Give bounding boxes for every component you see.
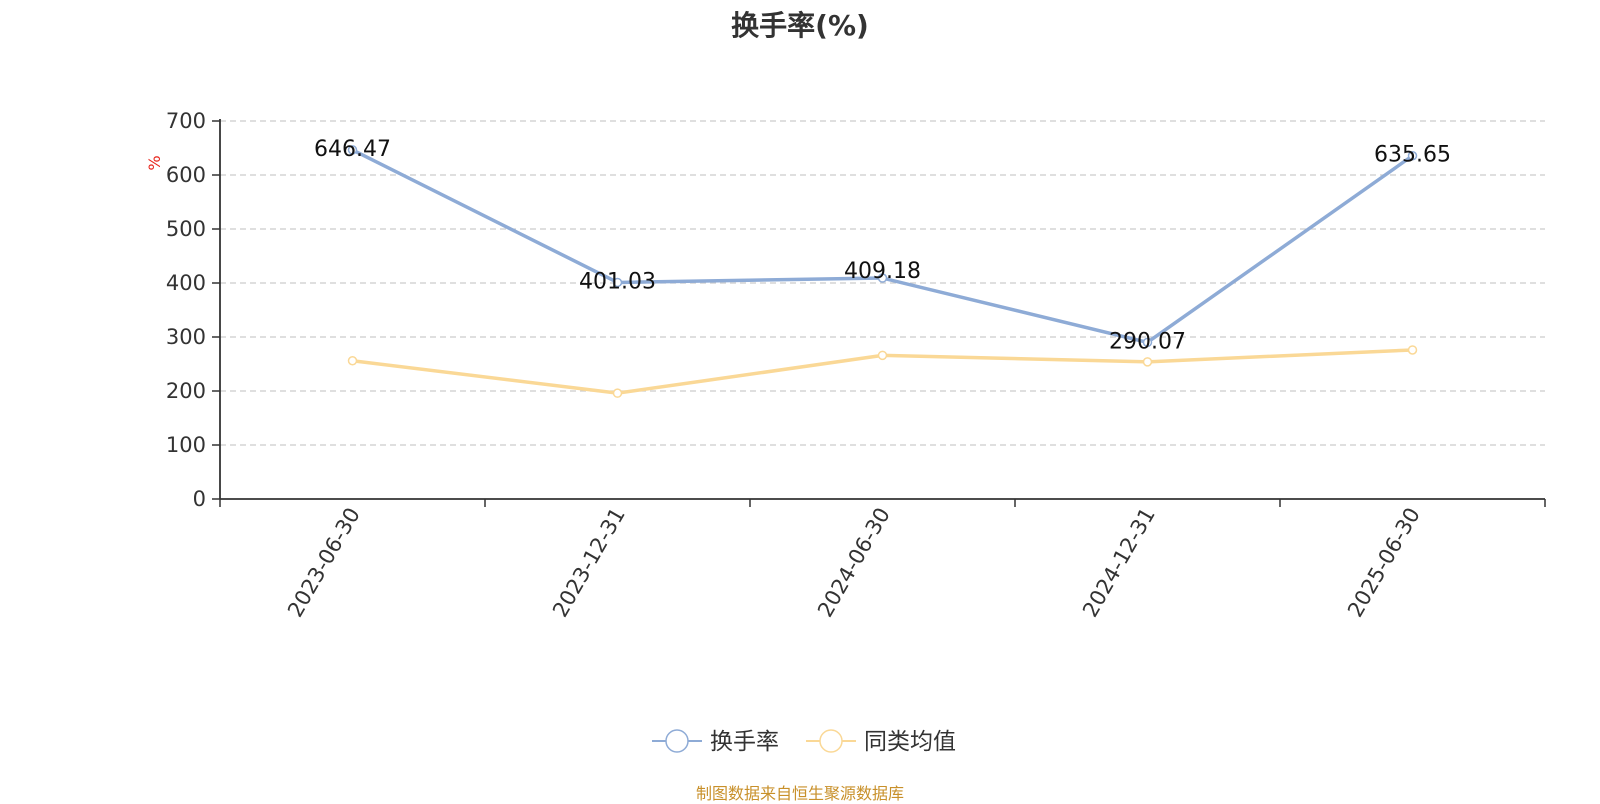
x-tick-label: 2024-12-31 — [1078, 504, 1160, 622]
data-label: 646.47 — [314, 137, 391, 162]
y-tick-label: 400 — [166, 271, 206, 295]
y-tick-label: 700 — [166, 109, 206, 133]
legend-label: 同类均值 — [864, 729, 956, 755]
x-tick-label: 2023-12-31 — [548, 504, 630, 622]
data-point — [347, 145, 358, 155]
source-note: 制图数据来自恒生聚源数据库 — [695, 784, 904, 803]
data-point — [612, 388, 623, 398]
data-point — [1407, 345, 1418, 355]
data-point — [1142, 357, 1153, 367]
data-point — [612, 277, 623, 288]
x-tick-label: 2025-06-30 — [1343, 504, 1425, 622]
data-labels: 646.47 401.03 409.18 290.07 635.65 — [314, 137, 1451, 354]
legend-marker — [665, 729, 689, 753]
y-tick-label: 200 — [166, 379, 206, 403]
legend-item: 同类均值 — [806, 729, 956, 755]
series-line — [351, 148, 1414, 345]
data-label: 635.65 — [1374, 143, 1451, 168]
data-label: 409.18 — [844, 259, 921, 284]
y-tick-label: 500 — [166, 217, 206, 241]
series-lines — [347, 145, 1418, 398]
data-label: 401.03 — [579, 269, 656, 294]
series-1 — [347, 145, 1418, 348]
y-axis-unit-label: % — [145, 155, 164, 170]
chart-title: 换手率(%) — [731, 9, 869, 42]
legend-item: 换手率 — [652, 729, 779, 755]
legend-marker — [819, 729, 843, 753]
y-tick-label: 0 — [193, 487, 206, 511]
grid-lines — [220, 120, 1545, 446]
legend-label: 换手率 — [710, 729, 779, 755]
y-tick-label: 300 — [166, 325, 206, 349]
x-tick-label: 2024-06-30 — [813, 504, 895, 622]
legend: 换手率 同类均值 — [652, 729, 956, 755]
y-tick-label: 100 — [166, 433, 206, 457]
x-tick-label: 2023-06-30 — [283, 504, 365, 622]
axes: 0 100 200 300 400 500 600 700% 2023-06-30 2023-12… — [145, 109, 1546, 622]
data-point — [877, 350, 888, 361]
series-2 — [347, 345, 1418, 398]
data-point — [1142, 337, 1153, 348]
data-label: 290.07 — [1109, 329, 1186, 354]
data-point — [347, 356, 358, 366]
y-tick-label: 600 — [166, 163, 206, 187]
data-point — [877, 273, 888, 283]
data-point — [1407, 150, 1418, 161]
